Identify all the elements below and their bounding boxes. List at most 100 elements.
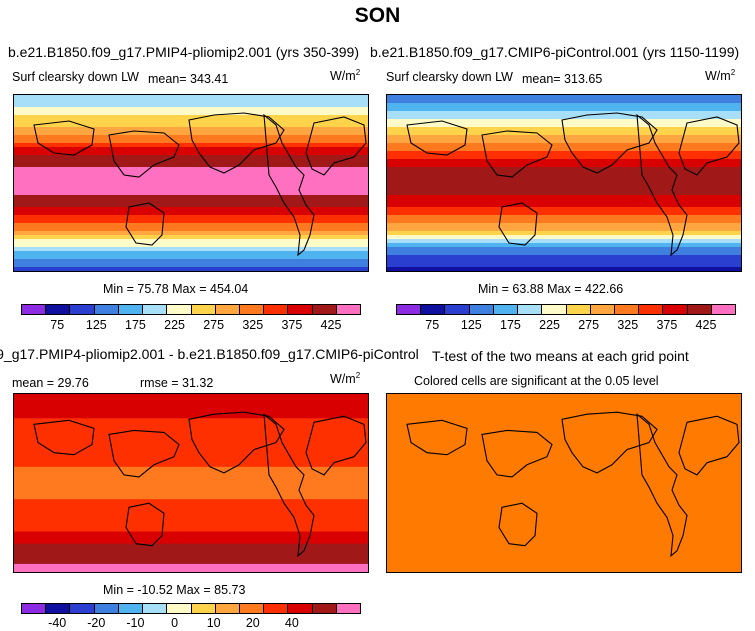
map-latitude-band <box>387 179 741 184</box>
map-latitude-band <box>387 155 741 160</box>
map-latitude-band <box>387 163 741 168</box>
colorbar-swatch <box>239 604 265 613</box>
map-latitude-band <box>14 227 368 232</box>
map-latitude-band <box>14 470 368 476</box>
map-latitude-band <box>387 103 741 108</box>
map-latitude-band <box>14 171 368 176</box>
map-latitude-band <box>14 519 368 525</box>
colorbar-swatch <box>191 305 216 314</box>
map-latitude-band <box>14 243 368 248</box>
map-latitude-band <box>14 426 368 432</box>
map-latitude-band <box>14 187 368 192</box>
map-latitude-band <box>387 259 741 264</box>
coastline <box>188 112 285 174</box>
colorbar-tick-label: 375 <box>281 318 303 332</box>
map-latitude-band <box>14 139 368 144</box>
coastline <box>561 112 658 174</box>
map-latitude-band <box>387 183 741 188</box>
colorbar-swatch <box>663 305 688 314</box>
map-latitude-band <box>14 394 368 399</box>
map-latitude-band <box>387 239 741 244</box>
map-latitude-band <box>14 503 368 508</box>
coastline <box>481 130 553 178</box>
panel-1-colorbar <box>21 304 361 315</box>
map-latitude-band <box>387 115 741 120</box>
panel-2-colorbar <box>396 304 736 315</box>
map-latitude-band <box>14 111 368 116</box>
coastline <box>305 116 367 176</box>
colorbar-tick-label: 225 <box>164 318 185 332</box>
panel-4-title: T-test of the two means at each grid poi… <box>432 348 689 364</box>
map-latitude-band <box>14 235 368 240</box>
map-latitude-band <box>14 499 368 504</box>
colorbar-swatch <box>94 305 119 314</box>
coastline <box>125 202 165 246</box>
map-latitude-band <box>387 167 741 172</box>
panel-4-map <box>386 393 742 573</box>
colorbar-swatch <box>312 604 337 613</box>
map-latitude-band <box>387 127 741 132</box>
map-latitude-band <box>14 163 368 168</box>
map-latitude-band <box>14 462 368 468</box>
colorbar-swatch <box>215 604 240 613</box>
map-latitude-band <box>14 207 368 212</box>
map-latitude-band <box>387 171 741 176</box>
coastline <box>406 419 468 456</box>
colorbar-tick-label: 275 <box>578 318 600 332</box>
map-latitude-band <box>387 207 741 212</box>
colorbar-swatch <box>22 305 47 314</box>
map-latitude-band <box>14 95 368 100</box>
colorbar-swatch <box>711 305 736 314</box>
panel-1-title: b.e21.B1850.f09_g17.PMIP4-pliomip2.001 (… <box>8 44 359 60</box>
map-latitude-band <box>387 119 741 124</box>
coastline <box>481 429 553 478</box>
map-latitude-band <box>387 107 741 112</box>
colorbar-swatch <box>445 305 470 314</box>
map-latitude-band <box>14 215 368 220</box>
colorbar-swatch <box>264 604 289 613</box>
colorbar-swatch <box>239 305 265 314</box>
map-latitude-band <box>14 434 368 440</box>
coastline <box>498 202 538 246</box>
colorbar-swatch <box>614 305 640 314</box>
map-latitude-band <box>14 151 368 156</box>
map-latitude-band <box>14 531 368 537</box>
map-latitude-band <box>14 219 368 224</box>
map-latitude-band <box>14 159 368 164</box>
coastline <box>678 116 740 176</box>
map-latitude-band <box>14 515 368 521</box>
map-latitude-band <box>14 547 368 553</box>
map-latitude-band <box>14 211 368 216</box>
map-latitude-band <box>14 559 368 565</box>
map-latitude-band <box>14 143 368 148</box>
map-latitude-band <box>387 187 741 192</box>
map-latitude-band <box>14 474 368 480</box>
panel-2-title: b.e21.B1850.f09_g17.CMIP6-piControl.001 … <box>370 44 740 60</box>
map-latitude-band <box>14 478 368 484</box>
map-latitude-band <box>14 539 368 545</box>
map-latitude-band <box>387 159 741 164</box>
map-latitude-band <box>387 195 741 200</box>
map-latitude-band <box>14 107 368 112</box>
map-latitude-band <box>14 103 368 108</box>
map-latitude-band <box>387 143 741 148</box>
map-latitude-band <box>14 119 368 124</box>
map-latitude-band <box>14 267 368 271</box>
panel-3-colorbar-labels: -40 -20 -10 0 10 20 40 <box>21 616 359 630</box>
map-latitude-band <box>387 135 741 140</box>
coastline <box>406 120 468 156</box>
map-latitude-band <box>387 99 741 104</box>
map-latitude-band <box>14 255 368 260</box>
map-latitude-band <box>387 211 741 216</box>
colorbar-swatch <box>118 305 144 314</box>
colorbar-swatch <box>312 305 337 314</box>
colorbar-swatch <box>518 305 543 314</box>
map-latitude-band <box>14 191 368 196</box>
colorbar-swatch <box>143 604 168 613</box>
colorbar-tick-label: -10 <box>126 616 145 630</box>
colorbar-tick-label: 175 <box>124 318 146 332</box>
map-latitude-band <box>387 219 741 224</box>
map-latitude-band <box>387 251 741 256</box>
map-latitude-band <box>14 551 368 557</box>
map-latitude-band <box>14 183 368 188</box>
